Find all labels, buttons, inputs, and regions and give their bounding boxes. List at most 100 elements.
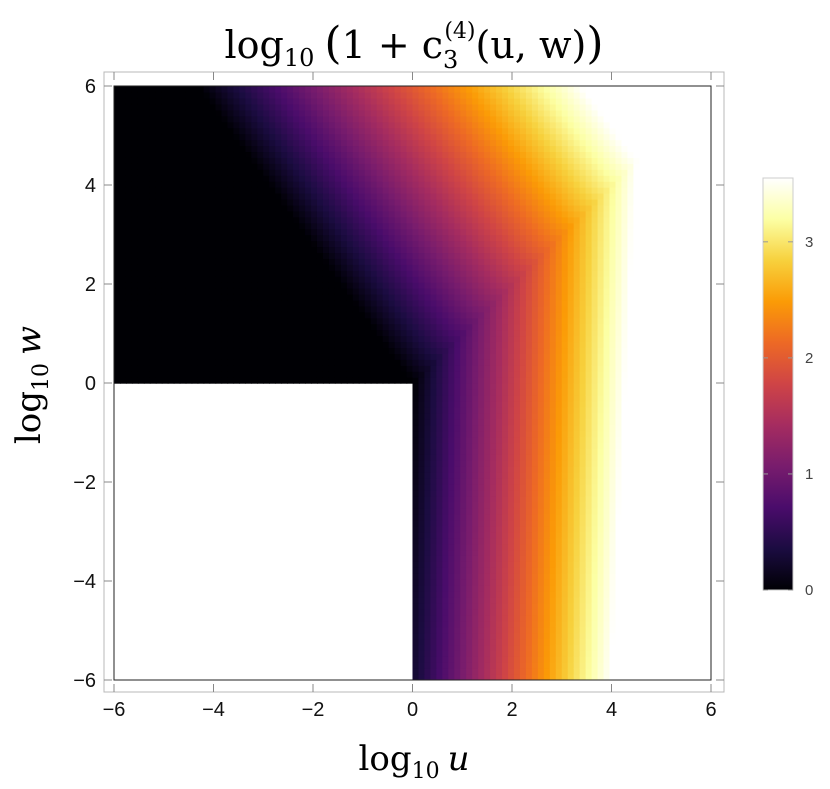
heatmap-cell <box>472 258 479 265</box>
heatmap-cell <box>478 454 485 461</box>
heatmap-cell <box>257 181 264 188</box>
heatmap-cell <box>233 234 241 242</box>
heatmap-cell <box>418 311 426 319</box>
heatmap-cell <box>376 287 384 295</box>
heatmap-cell <box>197 169 205 176</box>
heatmap-cell <box>173 270 181 277</box>
heatmap-cell <box>197 246 205 254</box>
heatmap-cell <box>114 311 121 319</box>
heatmap-cell <box>346 204 354 212</box>
heatmap-cell <box>436 222 444 230</box>
heatmap-cell <box>448 424 455 432</box>
heatmap-cell <box>502 525 509 533</box>
heatmap-cell <box>209 86 217 93</box>
heatmap-cell <box>167 157 175 164</box>
heatmap-cell <box>346 270 354 277</box>
heatmap-cell <box>460 264 467 271</box>
heatmap-cell <box>502 501 509 509</box>
heatmap-cell <box>334 139 342 147</box>
heatmap-cell <box>525 365 533 372</box>
heatmap-cell <box>412 97 420 105</box>
heatmap-cell <box>484 216 491 224</box>
heatmap-cell <box>418 264 426 271</box>
heatmap-cell <box>448 222 455 230</box>
heatmap-cell <box>430 341 438 349</box>
heatmap-cell <box>173 329 181 337</box>
heatmap-cell <box>418 460 426 467</box>
heatmap-cell <box>519 163 527 170</box>
heatmap-cell <box>358 329 366 337</box>
heatmap-cell <box>525 644 533 651</box>
heatmap-cell <box>543 293 551 301</box>
heatmap-cell <box>502 495 509 503</box>
heatmap-cell <box>448 466 455 473</box>
heatmap-cell <box>370 299 378 307</box>
heatmap-cell <box>418 662 426 669</box>
heatmap-cell <box>251 145 258 153</box>
heatmap-cell <box>502 133 509 141</box>
heatmap-cell <box>442 287 450 295</box>
heatmap-cell <box>513 323 521 331</box>
heatmap-cell <box>275 246 282 254</box>
heatmap-cell <box>114 222 121 230</box>
heatmap-cell <box>436 460 444 467</box>
heatmap-cell <box>442 614 450 622</box>
heatmap-cell <box>531 489 539 497</box>
heatmap-cell <box>352 204 360 212</box>
heatmap-cell <box>352 121 360 129</box>
heatmap-cell <box>502 579 509 586</box>
heatmap-cell <box>394 305 402 313</box>
heatmap-cell <box>472 127 479 135</box>
heatmap-cell <box>125 204 133 212</box>
heatmap-cell <box>257 115 264 123</box>
heatmap-cell <box>149 151 157 158</box>
heatmap-cell <box>209 234 217 242</box>
heatmap-cell <box>322 329 330 337</box>
heatmap-cell <box>358 192 366 200</box>
heatmap-cell <box>245 181 253 188</box>
heatmap-cell <box>370 216 378 224</box>
heatmap-cell <box>215 317 223 325</box>
heatmap-cell <box>149 210 157 218</box>
heatmap-cell <box>239 311 247 319</box>
heatmap-cell <box>454 418 461 426</box>
heatmap-cell <box>215 222 223 230</box>
heatmap-cell <box>358 157 366 164</box>
heatmap-cell <box>400 169 408 176</box>
heatmap-cell <box>466 495 473 503</box>
heatmap-cell <box>436 483 444 491</box>
heatmap-cell <box>424 662 432 669</box>
heatmap-cell <box>257 276 264 283</box>
heatmap-cell <box>472 632 479 640</box>
heatmap-cell <box>412 567 420 574</box>
heatmap-cell <box>269 317 276 325</box>
heatmap-cell <box>430 418 438 426</box>
heatmap-cell <box>406 317 414 325</box>
heatmap-cell <box>221 341 229 349</box>
heatmap-cell <box>543 377 551 384</box>
heatmap-cell <box>508 198 515 206</box>
heatmap-cell <box>549 97 557 105</box>
heatmap-cell <box>239 186 247 194</box>
heatmap-cell <box>508 252 515 259</box>
heatmap-cell <box>472 662 479 669</box>
heatmap-cell <box>555 525 563 533</box>
heatmap-cell <box>114 163 121 170</box>
heatmap-cell <box>257 335 264 343</box>
heatmap-cell <box>293 305 300 313</box>
heatmap-cell <box>155 258 163 265</box>
heatmap-cell <box>382 270 390 277</box>
heatmap-cell <box>454 620 461 628</box>
heatmap-cell <box>197 222 205 230</box>
heatmap-cell <box>460 632 467 640</box>
heatmap-cell <box>161 216 169 224</box>
heatmap-cell <box>233 91 241 99</box>
heatmap-cell <box>263 305 270 313</box>
heatmap-cell <box>508 573 515 580</box>
heatmap-cell <box>519 169 527 176</box>
heatmap-cell <box>209 317 217 325</box>
heatmap-cell <box>448 436 455 444</box>
heatmap-cell <box>185 282 193 289</box>
heatmap-cell <box>370 181 378 188</box>
heatmap-cell <box>436 103 444 111</box>
